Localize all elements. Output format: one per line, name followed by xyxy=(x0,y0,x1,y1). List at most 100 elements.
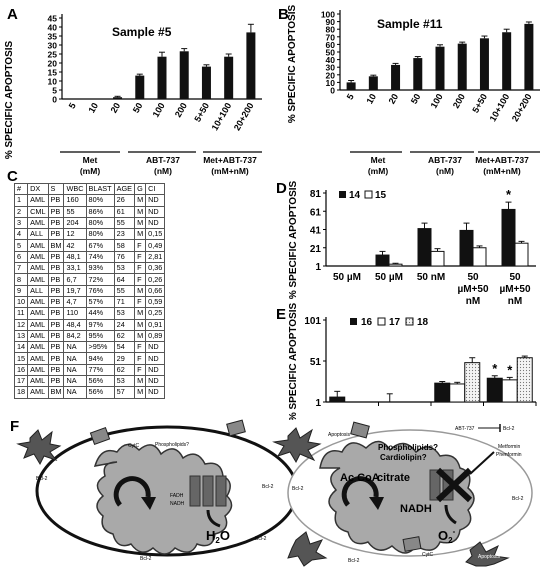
panel-a-ytick-label-8: 40 xyxy=(48,23,58,33)
panel-letter-d: D xyxy=(276,180,287,197)
panel-a-xtick-label-2: 20 xyxy=(109,101,123,115)
panel-a-bar-8 xyxy=(246,32,256,99)
panel-a-ytick-label-0: 0 xyxy=(52,95,57,105)
left-complex-1 xyxy=(189,475,201,507)
panel-a-ytick-label-7: 35 xyxy=(48,32,58,42)
legend-swatch-15 xyxy=(364,190,373,199)
left-mitochondrion xyxy=(93,443,233,555)
panel-d-xlabel-3-1: µM+50 xyxy=(457,284,488,295)
panel-a-bar-5 xyxy=(179,51,189,99)
panel-b-bar-3 xyxy=(413,58,423,90)
panel-a-bar-2 xyxy=(113,97,123,99)
panel-b-bar-4 xyxy=(435,46,445,90)
right-o2-label: O2- xyxy=(438,527,456,545)
panel-a-group-3-unit: (mM+nM) xyxy=(211,166,249,176)
panel-b-bar-6 xyxy=(479,38,489,90)
table-cell: 0,89 xyxy=(145,329,166,343)
left-bcl2-label-1: Bcl-2 xyxy=(36,476,48,482)
table-row: 17 AML PB NA 56% 53 M ND xyxy=(13,375,166,388)
panel-b-ytick-label-1: 10 xyxy=(326,78,336,88)
panel-b-ytick-label-3: 30 xyxy=(326,63,336,73)
right-accoa-label: Ac CoA xyxy=(340,472,380,484)
panel-b-bar-0 xyxy=(346,82,356,90)
panel-a-group-1-unit: (mM) xyxy=(80,166,100,176)
panel-b-group-3: Met+ABT-737 xyxy=(475,155,529,165)
left-cycle-arrow xyxy=(113,476,151,507)
panel-d-ytick-label-4: 81 xyxy=(310,189,322,200)
panel-b-bar-1 xyxy=(368,76,378,90)
left-phospholipids-label: Phospholipids? xyxy=(155,442,189,448)
right-metformin-label: Metformin xyxy=(498,444,520,450)
table-cell: BM xyxy=(47,386,65,399)
right-apoptosis-burst-top xyxy=(272,427,322,464)
table-cell: 0,59 xyxy=(145,295,166,309)
panel-a-group-1: Met xyxy=(83,155,98,165)
right-apoptosis-label-top: Apoptosis xyxy=(328,432,350,438)
right-citrate-label: citrate xyxy=(377,472,410,484)
right-phenformin-label: Phenformin xyxy=(496,452,522,458)
right-bcl2-label-1: Bcl-2 xyxy=(292,486,304,492)
panel-a-ytick-label-1: 5 xyxy=(52,86,57,96)
panel-b-group-2-unit: (nM) xyxy=(436,166,454,176)
panel-b-group-2: ABT-737 xyxy=(428,155,462,165)
table-row: 5 AML BM 42 67% 58 F 0,49 xyxy=(13,239,166,252)
panel-b-xtick-label-0: 5 xyxy=(345,92,356,101)
panel-b-ytick-label-5: 50 xyxy=(326,48,336,58)
panel-e-significance-star-16: * xyxy=(492,361,498,376)
panel-a-ytick-label-4: 20 xyxy=(48,59,58,69)
panel-d-xlabel-2-0: 50 nM xyxy=(417,272,445,283)
panel-letter-c: C xyxy=(7,168,18,185)
panel-d-xlabel-4-2: nM xyxy=(508,296,522,307)
right-phospholipids-label: Phospholipids? xyxy=(378,443,438,452)
left-bcl2-label-4: Bcl-2 xyxy=(140,556,152,562)
right-bcl2-box-2 xyxy=(402,536,422,552)
panel-a-ytick-label-9: 45 xyxy=(48,14,58,24)
panel-a-bar-7 xyxy=(224,56,234,99)
panel-b-ytick-label-7: 70 xyxy=(326,32,336,42)
panel-d-ytick-label-1: 21 xyxy=(310,244,322,255)
panel-letter-f: F xyxy=(10,418,20,435)
panel-d-xlabel-3-0: 50 xyxy=(467,272,479,283)
panel-a-ytick-label-2: 10 xyxy=(48,77,58,87)
panel-d-ytick-label-2: 41 xyxy=(310,226,322,237)
right-apoptosis-burst-left xyxy=(287,531,328,567)
panel-d-xlabel-4-1: µM+50 xyxy=(499,284,530,295)
right-bcl2-label-2: Bcl-2 xyxy=(512,496,524,502)
panel-a-title: Sample #5 xyxy=(112,25,172,39)
table-cell: 0,91 xyxy=(145,318,166,331)
left-apoptosis-burst xyxy=(16,429,62,466)
panel-e-ytick-label-2: 101 xyxy=(304,316,321,327)
panel-b-xtick-label-3: 50 xyxy=(409,92,423,106)
left-bcl2-box-top xyxy=(89,426,111,446)
panel-letter-b: B xyxy=(278,6,289,23)
table-cell: 58 xyxy=(113,239,136,252)
panel-b-xtick-label-2: 20 xyxy=(387,92,401,106)
left-complex-2 xyxy=(202,475,214,507)
right-apoptosis-label-bottom: Apoptosis xyxy=(478,554,500,560)
panel-d-xlabel-4-0: 50 xyxy=(509,272,521,283)
panel-b-ylabel: % SPECIFIC APOPTOSIS xyxy=(287,4,298,123)
legend-swatch-14 xyxy=(339,191,346,198)
panel-b-bar-7 xyxy=(502,32,512,90)
left-nadh-label: NADH xyxy=(170,501,185,507)
right-o2-arrow xyxy=(444,504,457,525)
panel-a-group-2-unit: (nM) xyxy=(154,166,172,176)
panel-d-significance-star: * xyxy=(506,187,512,202)
panel-b-ytick-label-0: 0 xyxy=(330,86,335,96)
panel-d-xlabel-1-0: 50 µM xyxy=(375,272,403,283)
panel-a-bar-4 xyxy=(157,56,167,99)
legend-label-14: 14 xyxy=(349,190,361,201)
left-cytc-label: CytC xyxy=(128,443,140,449)
right-bcl2-label-3: Bcl-2 xyxy=(348,558,360,564)
legend-swatch-17 xyxy=(377,317,386,326)
panel-a-xtick-label-1: 10 xyxy=(86,101,100,115)
panel-b-ytick-label-9: 90 xyxy=(326,17,336,27)
panel-a-ylabel: % SPECIFIC APOPTOSIS xyxy=(4,40,15,159)
right-nadh-label: NADH xyxy=(400,503,432,515)
left-fadh-label: FADH xyxy=(170,493,184,499)
table-cell: M xyxy=(134,386,147,399)
panel-b-group-1-unit: (mM) xyxy=(368,166,388,176)
right-mitochondrion xyxy=(319,440,475,554)
panel-b-ytick-label-4: 40 xyxy=(326,55,336,65)
panel-b-title: Sample #11 xyxy=(377,17,443,31)
